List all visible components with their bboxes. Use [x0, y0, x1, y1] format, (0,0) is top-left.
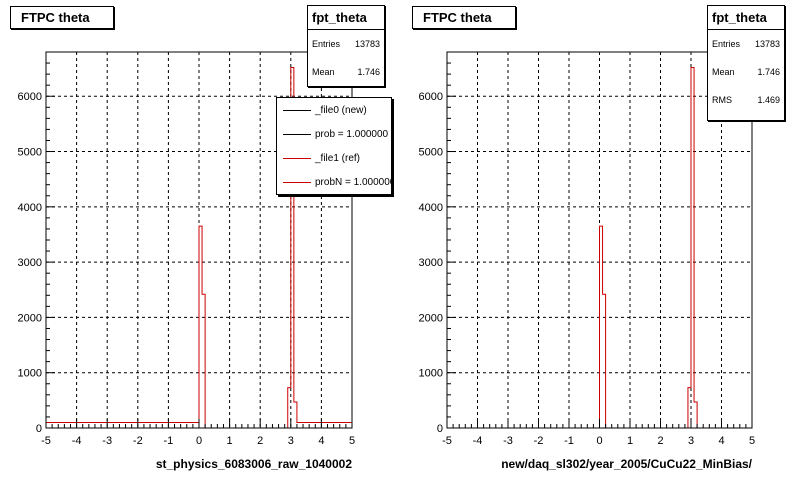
- right-stats-name: fpt_theta: [708, 6, 784, 30]
- right-histogram-series-0: [447, 66, 752, 429]
- right-stats-rms-value: 1.469: [757, 95, 780, 105]
- legend-entry-file0: _file0 (new): [277, 98, 391, 122]
- left-stats-mean-label: Mean: [312, 67, 335, 77]
- right-stats-mean-value: 1.746: [757, 67, 780, 77]
- legend-line-prob: [283, 134, 311, 135]
- right-y-tick-label-3: 3000: [419, 257, 443, 269]
- right-stats-row-rms: RMS 1.469: [708, 86, 784, 114]
- right-stats-rms-label: RMS: [712, 95, 732, 105]
- right-y-tick-label-2: 2000: [419, 312, 443, 324]
- left-x-tick-label-9: 4: [318, 435, 324, 447]
- right-x-tick-label-5: 0: [596, 435, 602, 447]
- right-x-tick-label-1: -4: [473, 435, 483, 447]
- left-x-tick-label-5: 0: [196, 435, 202, 447]
- legend-label-probn: probN = 1.000000: [315, 176, 392, 188]
- right-x-axis-label: new/daq_sl302/year_2005/CuCu22_MinBias/: [501, 457, 752, 471]
- legend-label-file1: _file1 (ref): [315, 152, 361, 164]
- left-x-tick-label-8: 3: [288, 435, 294, 447]
- left-y-tick-label-4: 4000: [18, 202, 42, 214]
- left-chart-title-text: FTPC theta: [21, 10, 90, 25]
- left-stats-mean-value: 1.746: [357, 67, 380, 77]
- right-x-tick-label-4: -1: [564, 435, 574, 447]
- right-y-tick-label-1: 1000: [419, 368, 443, 380]
- right-x-tick-label-3: -2: [534, 435, 544, 447]
- left-x-tick-label-4: -1: [164, 435, 174, 447]
- left-x-axis-label: st_physics_6083006_raw_1040002: [156, 457, 352, 471]
- legend-entry-file1: _file1 (ref): [277, 146, 391, 170]
- right-chart-title: FTPC theta: [412, 6, 516, 29]
- left-legend: _file0 (new) prob = 1.000000 _file1 (ref…: [276, 97, 392, 195]
- left-stats-entries-value: 13783: [354, 39, 380, 49]
- right-stats-row-entries: Entries 13783: [708, 30, 784, 58]
- left-stats-box: fpt_theta Entries 13783 Mean 1.746: [307, 5, 385, 87]
- right-stats-row-mean: Mean 1.746: [708, 58, 784, 86]
- left-stats-row-entries: Entries 13783: [308, 30, 384, 58]
- right-stats-box: fpt_theta Entries 13783 Mean 1.746 RMS 1…: [707, 5, 785, 121]
- right-chart-title-text: FTPC theta: [423, 10, 492, 25]
- right-x-tick-label-7: 2: [657, 435, 663, 447]
- left-y-tick-label-5: 5000: [18, 147, 42, 159]
- left-x-tick-label-7: 2: [257, 435, 263, 447]
- right-x-tick-label-0: -5: [442, 435, 452, 447]
- left-y-tick-label-2: 2000: [18, 312, 42, 324]
- left-y-tick-label-0: 0: [36, 423, 42, 435]
- legend-line-probn: [283, 182, 311, 183]
- right-x-tick-label-9: 4: [718, 435, 724, 447]
- right-stats-entries-label: Entries: [712, 39, 741, 49]
- right-y-tick-label-6: 6000: [419, 91, 443, 103]
- left-y-tick-label-6: 6000: [18, 91, 42, 103]
- left-chart-title: FTPC theta: [10, 6, 114, 29]
- right-stats-entries-value: 13783: [754, 39, 780, 49]
- right-y-tick-label-4: 4000: [419, 202, 443, 214]
- left-y-tick-label-1: 1000: [18, 368, 42, 380]
- right-x-tick-label-2: -3: [503, 435, 513, 447]
- left-y-tick-label-3: 3000: [18, 257, 42, 269]
- right-y-tick-label-5: 5000: [419, 147, 443, 159]
- right-x-tick-label-8: 3: [688, 435, 694, 447]
- legend-label-prob: prob = 1.000000: [315, 128, 389, 140]
- legend-label-file0: _file0 (new): [315, 104, 367, 116]
- left-x-tick-label-6: 1: [227, 435, 233, 447]
- legend-entry-prob: prob = 1.000000: [277, 122, 391, 146]
- right-x-tick-label-10: 5: [749, 435, 755, 447]
- right-x-tick-label-6: 1: [627, 435, 633, 447]
- right-stats-mean-label: Mean: [712, 67, 735, 77]
- left-histogram-series-0: [46, 66, 352, 429]
- left-stats-name: fpt_theta: [308, 6, 384, 30]
- left-x-tick-label-3: -2: [133, 435, 143, 447]
- legend-line-file1: [283, 158, 311, 159]
- left-x-tick-label-1: -4: [72, 435, 82, 447]
- right-y-tick-label-0: 0: [437, 423, 443, 435]
- legend-line-file0: [283, 110, 311, 111]
- left-x-tick-label-10: 5: [349, 435, 355, 447]
- legend-entry-probn: probN = 1.000000: [277, 170, 391, 194]
- left-stats-entries-label: Entries: [312, 39, 341, 49]
- left-x-tick-label-2: -3: [102, 435, 112, 447]
- left-x-tick-label-0: -5: [41, 435, 51, 447]
- left-stats-row-mean: Mean 1.746: [308, 58, 384, 86]
